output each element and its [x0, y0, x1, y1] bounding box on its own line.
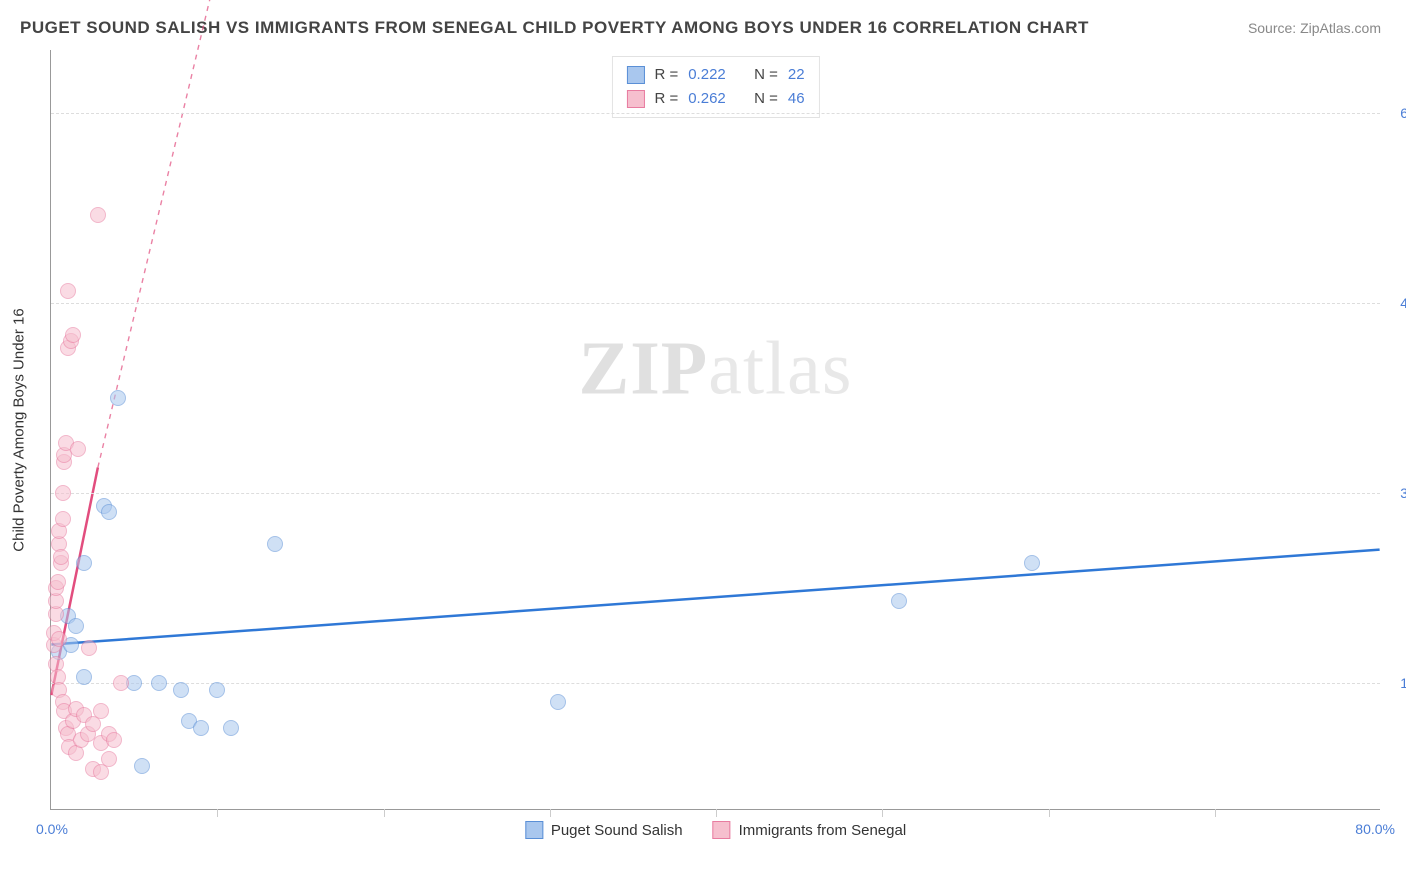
r-label: R =	[654, 87, 678, 111]
scatter-plot-area: Child Poverty Among Boys Under 16 ZIPatl…	[50, 50, 1380, 810]
chart-title: PUGET SOUND SALISH VS IMMIGRANTS FROM SE…	[20, 18, 1089, 38]
scatter-marker	[60, 283, 76, 299]
watermark: ZIPatlas	[579, 325, 853, 412]
scatter-marker	[76, 669, 92, 685]
correlation-legend: R = 0.222 N = 22 R = 0.262 N = 46	[611, 56, 819, 118]
x-tick	[217, 809, 218, 817]
scatter-marker	[101, 751, 117, 767]
legend-item-series2: Immigrants from Senegal	[713, 821, 907, 839]
x-axis-min-label: 0.0%	[36, 821, 68, 837]
regression-line	[51, 550, 1379, 645]
scatter-marker	[90, 207, 106, 223]
scatter-marker	[267, 536, 283, 552]
legend-row-series1: R = 0.222 N = 22	[626, 63, 804, 87]
scatter-marker	[65, 327, 81, 343]
scatter-marker	[51, 631, 67, 647]
n-label: N =	[754, 87, 778, 111]
scatter-marker	[50, 574, 66, 590]
scatter-marker	[76, 555, 92, 571]
x-tick	[716, 809, 717, 817]
watermark-bold: ZIP	[579, 326, 709, 410]
y-axis-label: Child Poverty Among Boys Under 16	[11, 308, 28, 551]
gridline-h	[51, 493, 1380, 494]
scatter-marker	[101, 504, 117, 520]
gridline-h	[51, 683, 1380, 684]
r-value-series2: 0.262	[688, 87, 726, 111]
legend-row-series2: R = 0.262 N = 46	[626, 87, 804, 111]
legend-item-series1: Puget Sound Salish	[525, 821, 683, 839]
scatter-marker	[113, 675, 129, 691]
gridline-h	[51, 303, 1380, 304]
swatch-series1-b	[525, 821, 543, 839]
scatter-marker	[55, 511, 71, 527]
scatter-marker	[93, 703, 109, 719]
legend-label-series2: Immigrants from Senegal	[739, 822, 907, 839]
scatter-marker	[53, 549, 69, 565]
x-tick	[882, 809, 883, 817]
legend-label-series1: Puget Sound Salish	[551, 822, 683, 839]
n-value-series2: 46	[788, 87, 805, 111]
r-label: R =	[654, 63, 678, 87]
scatter-marker	[106, 732, 122, 748]
x-tick	[1049, 809, 1050, 817]
gridline-h	[51, 113, 1380, 114]
swatch-series2	[626, 90, 644, 108]
scatter-marker	[70, 441, 86, 457]
scatter-marker	[55, 485, 71, 501]
scatter-marker	[151, 675, 167, 691]
y-tick-label: 45.0%	[1385, 295, 1406, 311]
x-tick	[384, 809, 385, 817]
y-tick-label: 60.0%	[1385, 105, 1406, 121]
scatter-marker	[134, 758, 150, 774]
regression-lines-layer	[51, 50, 1380, 809]
scatter-marker	[223, 720, 239, 736]
swatch-series2-b	[713, 821, 731, 839]
scatter-marker	[110, 390, 126, 406]
watermark-light: atlas	[708, 326, 852, 410]
scatter-marker	[891, 593, 907, 609]
scatter-marker	[173, 682, 189, 698]
scatter-marker	[193, 720, 209, 736]
scatter-marker	[209, 682, 225, 698]
scatter-marker	[68, 618, 84, 634]
scatter-marker	[550, 694, 566, 710]
r-value-series1: 0.222	[688, 63, 726, 87]
n-value-series1: 22	[788, 63, 805, 87]
x-axis-max-label: 80.0%	[1355, 821, 1395, 837]
source-attribution: Source: ZipAtlas.com	[1248, 20, 1381, 36]
scatter-marker	[1024, 555, 1040, 571]
series-legend: Puget Sound Salish Immigrants from Seneg…	[525, 821, 906, 839]
y-tick-label: 30.0%	[1385, 485, 1406, 501]
swatch-series1	[626, 66, 644, 84]
x-tick	[550, 809, 551, 817]
n-label: N =	[754, 63, 778, 87]
y-tick-label: 15.0%	[1385, 675, 1406, 691]
scatter-marker	[81, 640, 97, 656]
x-tick	[1215, 809, 1216, 817]
